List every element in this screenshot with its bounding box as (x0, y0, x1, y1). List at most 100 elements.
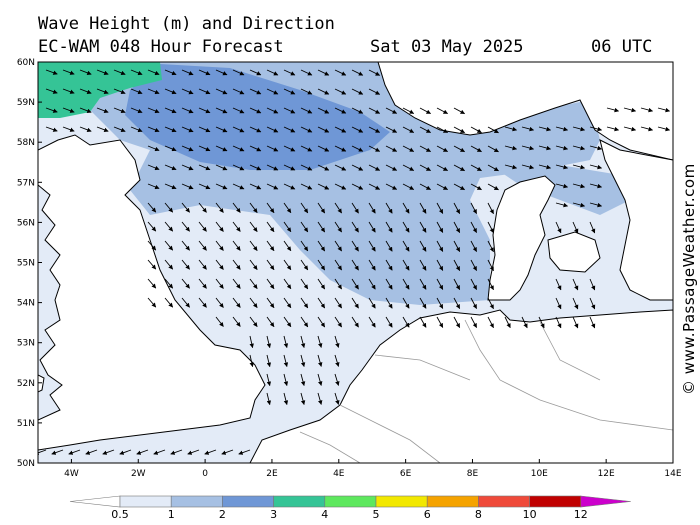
wave-arrow (181, 69, 194, 76)
legend-tick-label: 6 (424, 508, 431, 521)
wave-arrow (589, 202, 603, 208)
legend-tick-label: 5 (373, 508, 380, 521)
wave-arrow (130, 107, 143, 114)
wave-arrow (470, 164, 482, 172)
wave-arrow (283, 316, 292, 328)
wave-arrow (181, 126, 194, 133)
wave-arrow (147, 164, 160, 171)
wave-arrow (555, 297, 562, 310)
wave-arrow (436, 126, 448, 133)
wave-arrow (470, 240, 477, 252)
wave-arrow (419, 164, 431, 171)
wave-arrow (572, 278, 579, 291)
wave-arrow (232, 297, 241, 308)
wave-arrow (334, 240, 342, 252)
lon-tick-label: 14E (664, 469, 681, 479)
wave-arrow (130, 88, 143, 95)
wave-arrow (300, 69, 313, 76)
wave-arrow (147, 69, 160, 76)
title-line-1: Wave Height (m) and Direction (38, 14, 335, 34)
legend-tick-label: 2 (219, 508, 226, 521)
wave-arrow (368, 88, 381, 95)
wave-arrow (436, 221, 444, 233)
wave-arrow (334, 202, 342, 214)
wave-arrow (130, 69, 143, 76)
wave-arrow (334, 126, 347, 133)
wave-arrow (181, 297, 190, 308)
wave-arrow (232, 183, 245, 190)
wave-arrow (181, 164, 194, 171)
wave-arrow (181, 259, 190, 270)
wave-arrow (436, 240, 444, 252)
wave-arrow (79, 126, 92, 132)
wave-arrow (521, 164, 535, 170)
wave-arrow (266, 240, 275, 252)
lat-tick-label: 59N (17, 98, 35, 108)
wave-arrow (419, 240, 427, 252)
wave-arrow (79, 107, 92, 113)
wave-arrow (283, 221, 292, 233)
wave-arrow (317, 88, 330, 95)
wave-arrow (538, 164, 552, 170)
wave-arrow (232, 278, 241, 289)
wave-arrow (215, 107, 228, 114)
wave-arrow (351, 316, 359, 328)
wave-arrow (453, 240, 461, 252)
wave-arrow (317, 145, 330, 152)
wave-arrow (521, 316, 528, 329)
wave-arrow (589, 278, 596, 291)
wave-arrow (487, 240, 494, 253)
wave-arrow (555, 126, 569, 132)
legend-swatch (426, 495, 479, 508)
wave-arrow (589, 145, 603, 151)
wave-arrow (113, 69, 126, 76)
forecast-date: Sat 03 May 2025 (370, 37, 524, 57)
wave-arrow (249, 278, 258, 289)
wave-arrow (351, 221, 359, 233)
wave-arrow (164, 221, 174, 232)
wave-arrow (351, 88, 364, 95)
wave-arrow (538, 316, 545, 329)
wave-arrow (504, 145, 518, 151)
wave-arrow (351, 278, 359, 290)
lat-tick-label: 56N (17, 218, 35, 228)
wave-arrow (351, 297, 359, 309)
country-borders (299, 319, 673, 463)
wave-arrow (181, 240, 190, 251)
wave-arrow (317, 202, 326, 214)
wave-arrow (368, 240, 376, 252)
wave-arrow (249, 164, 262, 171)
wave-arrow (283, 164, 296, 171)
wave-arrow (266, 259, 275, 271)
wave-arrow (249, 126, 262, 133)
wave-arrow (504, 126, 518, 132)
wave-arrow (402, 107, 415, 114)
wave-arrow (164, 88, 177, 95)
wave-arrow (385, 316, 393, 328)
wave-arrow (317, 354, 323, 367)
wave-arrow (419, 297, 427, 309)
forecast-time: 06 UTC (591, 37, 653, 57)
wave-arrow (113, 126, 126, 133)
wave-arrow (170, 449, 183, 455)
wave-arrow (436, 202, 444, 214)
wave-arrow (300, 221, 309, 233)
wave-arrow (436, 107, 448, 114)
legend-swatch (375, 495, 428, 508)
wave-arrow (487, 164, 499, 172)
wave-arrow (436, 145, 448, 152)
wave-arrow (334, 259, 342, 271)
legend-low-arrow (69, 495, 121, 508)
wave-arrow (334, 354, 340, 367)
wave-arrow (119, 449, 132, 455)
wave-arrow (572, 221, 579, 234)
wave-arrow (215, 278, 224, 289)
wave-arrow (266, 373, 272, 387)
wave-arrow (657, 126, 671, 132)
wave-arrow (198, 88, 211, 95)
wave-arrow (504, 164, 518, 170)
wave-arrow (419, 183, 431, 190)
legend-tick-label: 8 (475, 508, 482, 521)
wave-arrow (334, 183, 347, 190)
wave-arrow (232, 202, 241, 213)
